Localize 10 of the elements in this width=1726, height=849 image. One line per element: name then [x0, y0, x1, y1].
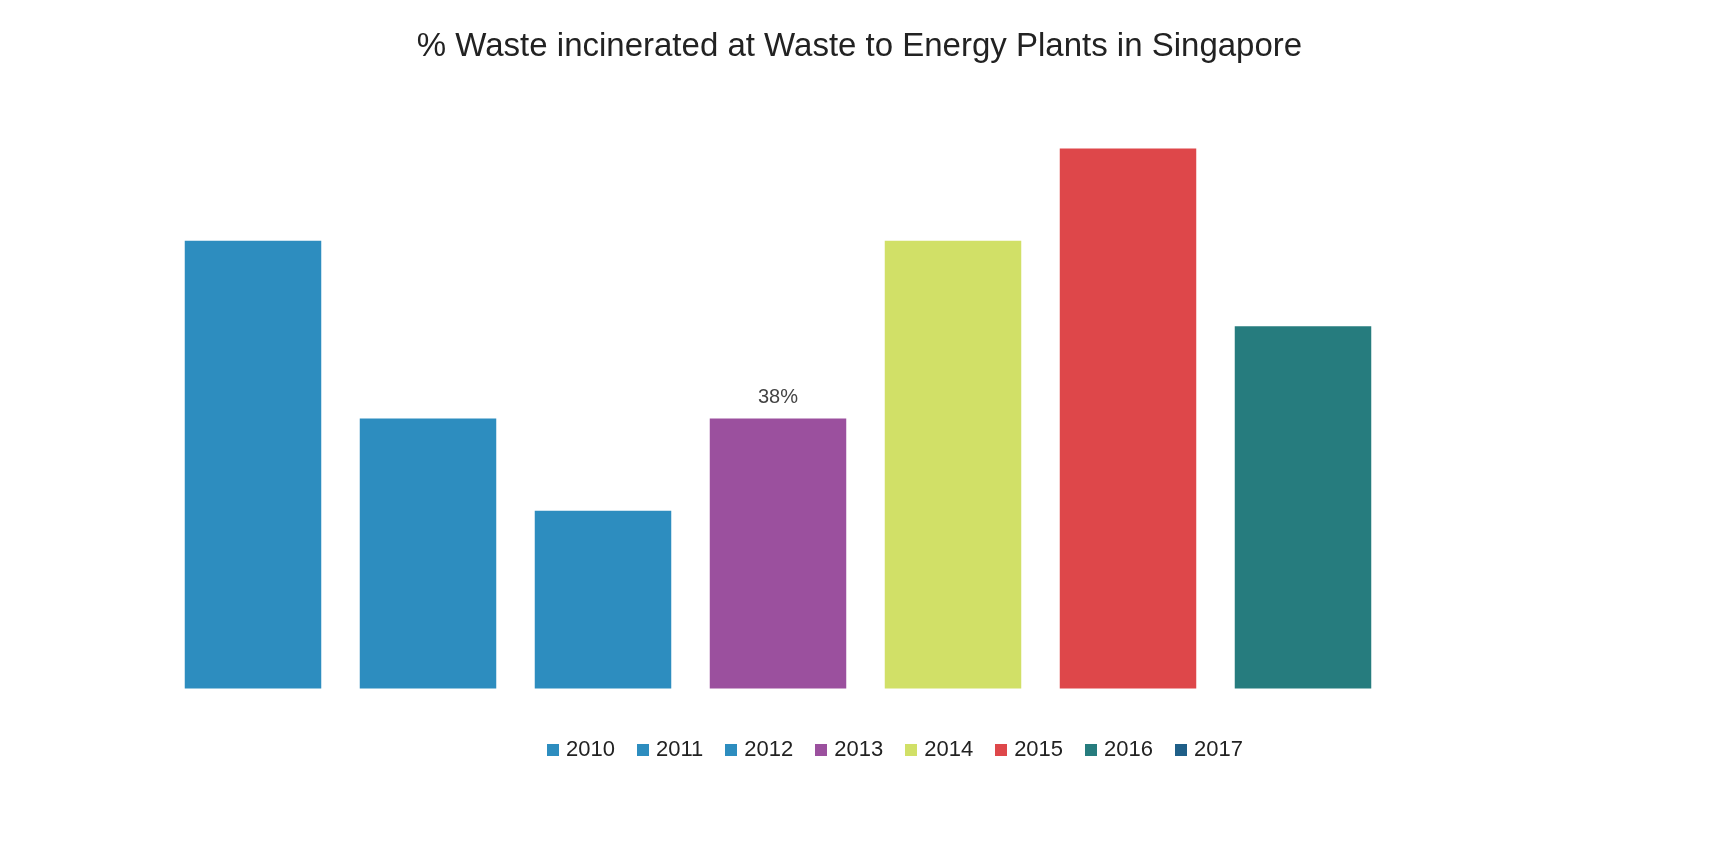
legend-label: 2016: [1104, 736, 1154, 762]
legend-label: 2012: [744, 736, 794, 762]
legend-label: 2010: [566, 736, 615, 762]
chart-title: % Waste incinerated at Waste to Energy Plants in Singapore: [416, 25, 1303, 63]
legend-label: 2013: [834, 736, 884, 762]
legend-label: 2015: [1014, 736, 1064, 762]
legend-label: 2011: [655, 736, 704, 762]
legend-label: 2014: [924, 736, 974, 762]
data-label: 38%: [757, 384, 799, 407]
legend-label: 2017: [1194, 736, 1243, 762]
